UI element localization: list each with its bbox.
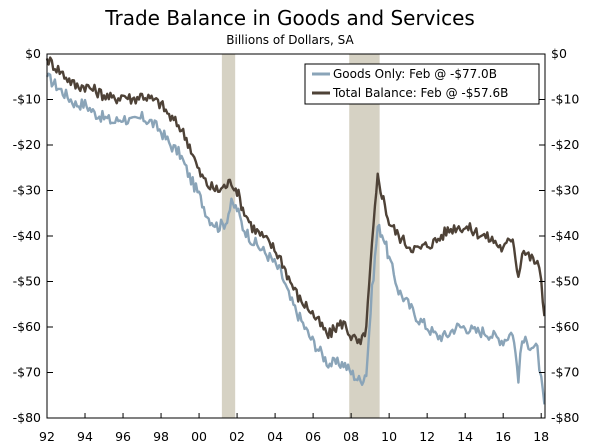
y-tick-label-left: -$80 <box>13 410 41 425</box>
x-tick-label: 06 <box>305 429 321 444</box>
chart-title: Trade Balance in Goods and Services <box>104 6 475 30</box>
x-tick-label: 12 <box>419 429 435 444</box>
y-tick-label-right: -$40 <box>551 228 579 243</box>
plot-area <box>46 53 546 419</box>
x-tick-label: 02 <box>229 429 245 444</box>
x-tick-label: 96 <box>115 429 131 444</box>
x-tick-label: 18 <box>533 429 549 444</box>
y-tick-label-right: -$80 <box>551 410 579 425</box>
recession-band-2 <box>349 54 380 418</box>
legend: Goods Only: Feb @ -$77.0B Total Balance:… <box>304 63 540 105</box>
y-tick-label-right: -$20 <box>551 137 579 152</box>
recession-band-1 <box>221 54 236 418</box>
x-tick-label: 94 <box>77 429 93 444</box>
y-tick-label-right: -$50 <box>551 274 579 289</box>
x-tick-label: 92 <box>39 429 55 444</box>
x-tick-label: 08 <box>343 429 359 444</box>
legend-label-total: Total Balance: Feb @ -$57.6B <box>332 86 508 100</box>
y-tick-label-left: -$60 <box>13 319 41 334</box>
y-tick-label-left: -$50 <box>13 274 41 289</box>
axis-ticks: $0 $0 -$10 -$10 -$20 -$20 -$30 -$30 -$40 -$40 -$50… <box>13 46 580 444</box>
chart-subtitle: Billions of Dollars, SA <box>226 33 354 47</box>
y-tick-label-right: -$70 <box>551 365 579 380</box>
y-tick-label-right: -$10 <box>551 92 579 107</box>
recession-bands <box>221 54 380 418</box>
y-tick-label-left: $0 <box>25 46 41 61</box>
y-tick-label-left: -$30 <box>13 183 41 198</box>
y-tick-label-left: -$70 <box>13 365 41 380</box>
y-tick-label-left: -$40 <box>13 228 41 243</box>
series-line-total <box>45 56 546 346</box>
series-lines <box>45 56 546 405</box>
y-tick-label-right: -$60 <box>551 319 579 334</box>
series-line-goods <box>45 72 546 405</box>
x-tick-label: 04 <box>267 429 283 444</box>
y-tick-label-right: $0 <box>551 46 567 61</box>
y-tick-label-right: -$30 <box>551 183 579 198</box>
x-tick-label: 98 <box>153 429 169 444</box>
x-tick-label: 14 <box>457 429 473 444</box>
x-tick-label: 16 <box>495 429 511 444</box>
y-tick-label-left: -$10 <box>13 92 41 107</box>
y-tick-label-left: -$20 <box>13 137 41 152</box>
x-tick-label: 00 <box>191 429 207 444</box>
legend-box <box>304 63 540 105</box>
x-tick-label: 10 <box>381 429 397 444</box>
legend-label-goods: Goods Only: Feb @ -$77.0B <box>333 67 497 81</box>
